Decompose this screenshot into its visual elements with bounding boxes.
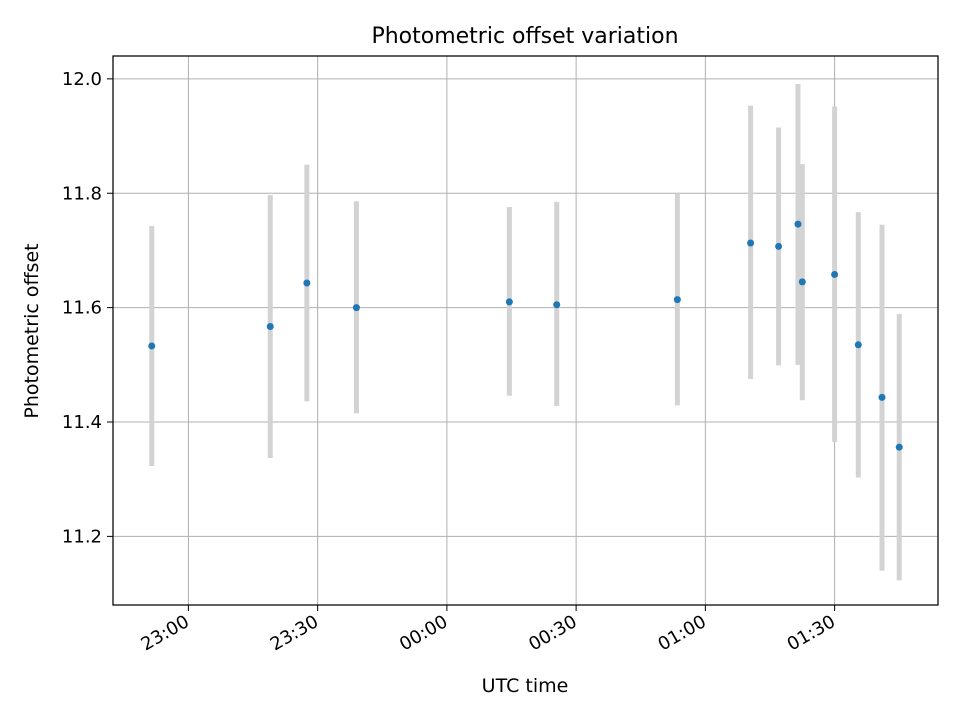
- y-tick-label: 11.2: [62, 526, 102, 547]
- data-point: [148, 342, 156, 350]
- data-point: [798, 278, 806, 286]
- data-point: [673, 296, 681, 304]
- y-axis-ticks: 11.2 11.4 11.6 11.8 12.0: [62, 69, 113, 547]
- data-point: [775, 242, 783, 250]
- y-axis-label: Photometric offset: [21, 243, 43, 418]
- data-point: [895, 443, 903, 451]
- y-tick-label: 11.6: [62, 298, 102, 319]
- data-point: [831, 270, 839, 278]
- data-point: [303, 279, 311, 287]
- data-point: [878, 393, 886, 401]
- plot-area-frame: [112, 55, 939, 606]
- data-point: [266, 322, 274, 330]
- data-point: [794, 220, 802, 228]
- data-point: [352, 304, 360, 312]
- chart-title: Photometric offset variation: [371, 24, 678, 49]
- y-tick-label: 11.4: [62, 412, 102, 433]
- data-point: [747, 239, 755, 247]
- data-point: [505, 298, 513, 306]
- data-point: [553, 301, 561, 309]
- y-tick-label: 12.0: [62, 69, 102, 90]
- y-tick-label: 11.8: [62, 183, 102, 204]
- x-axis-label: UTC time: [482, 675, 569, 697]
- data-point: [854, 341, 862, 349]
- data-points: [148, 220, 903, 451]
